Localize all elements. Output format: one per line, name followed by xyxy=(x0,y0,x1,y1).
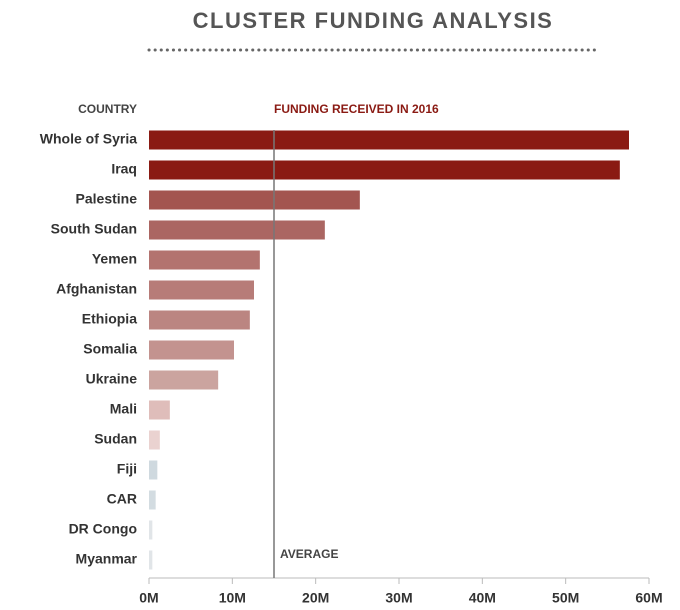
bar xyxy=(149,460,158,480)
x-tick-label: 50M xyxy=(552,590,579,606)
category-label: Afghanistan xyxy=(56,281,137,297)
x-tick-label: 10M xyxy=(219,590,246,606)
x-tick-label: 30M xyxy=(385,590,412,606)
category-header: COUNTRY xyxy=(78,102,137,116)
bar xyxy=(149,190,360,210)
category-label: Yemen xyxy=(92,251,137,267)
bar xyxy=(149,160,620,180)
bar xyxy=(149,220,325,240)
bar xyxy=(149,250,260,270)
bar xyxy=(149,340,234,360)
category-label: Myanmar xyxy=(76,551,138,567)
category-label: Palestine xyxy=(76,191,138,207)
x-tick-label: 40M xyxy=(469,590,496,606)
bar xyxy=(149,130,629,150)
category-label: Fiji xyxy=(117,461,137,477)
bar xyxy=(149,400,170,420)
bar xyxy=(149,430,160,450)
x-tick-label: 20M xyxy=(302,590,329,606)
bar xyxy=(149,550,153,570)
bar xyxy=(149,490,156,510)
category-label: Sudan xyxy=(94,431,137,447)
chart-title: CLUSTER FUNDING ANALYSIS xyxy=(193,8,554,33)
category-label: Iraq xyxy=(111,161,137,177)
category-label: Ukraine xyxy=(86,371,138,387)
category-label: Somalia xyxy=(83,341,137,357)
bar xyxy=(149,280,254,300)
category-label: Whole of Syria xyxy=(40,131,137,147)
category-label: DR Congo xyxy=(69,521,137,537)
value-header: FUNDING RECEIVED IN 2016 xyxy=(274,102,439,116)
category-label: CAR xyxy=(107,491,137,507)
bar xyxy=(149,370,219,390)
average-label: AVERAGE xyxy=(280,547,338,561)
bar xyxy=(149,310,250,330)
category-label: South Sudan xyxy=(51,221,137,237)
bar xyxy=(149,520,153,540)
x-tick-label: 0M xyxy=(139,590,158,606)
x-tick-label: 60M xyxy=(635,590,662,606)
category-label: Ethiopia xyxy=(82,311,137,327)
category-label: Mali xyxy=(110,401,137,417)
